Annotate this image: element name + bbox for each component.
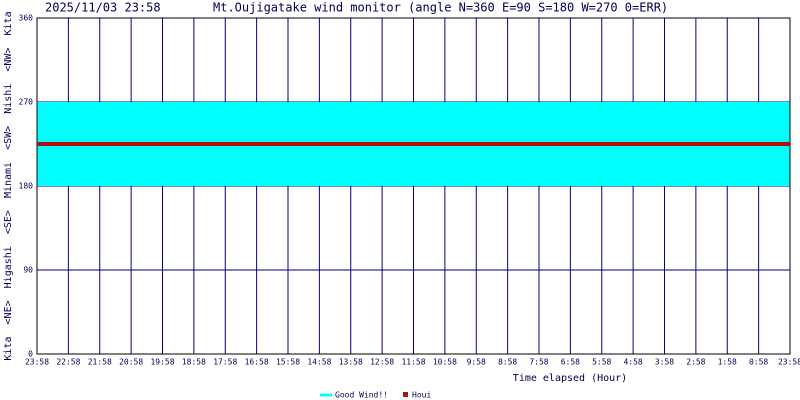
legend-swatch xyxy=(403,392,408,397)
x-tick-label: 5:58 xyxy=(592,358,611,367)
x-tick-label: 11:58 xyxy=(401,358,425,367)
x-tick-label: 2:58 xyxy=(686,358,705,367)
x-tick-label: 18:58 xyxy=(182,358,206,367)
x-tick-label: 16:58 xyxy=(245,358,269,367)
plot-border xyxy=(36,17,791,355)
x-tick-label: 6:58 xyxy=(561,358,580,367)
x-tick-label: 19:58 xyxy=(150,358,174,367)
x-tick-label: 8:58 xyxy=(498,358,517,367)
legend-label: Houi xyxy=(412,391,431,400)
legend-label: Good Wind!! xyxy=(335,391,388,400)
x-tick-label: 23:58 xyxy=(25,358,49,367)
chart-title: Mt.Oujigatake wind monitor (angle N=360 … xyxy=(213,1,668,15)
x-tick-label: 7:58 xyxy=(529,358,548,367)
x-tick-label: 10:58 xyxy=(433,358,457,367)
x-tick-label: 13:58 xyxy=(339,358,363,367)
x-tick-label: 14:58 xyxy=(307,358,331,367)
x-tick-label: 4:58 xyxy=(623,358,642,367)
y-tick-label: 90 xyxy=(23,266,33,275)
x-tick-label: 9:58 xyxy=(467,358,486,367)
x-tick-label: 17:58 xyxy=(213,358,237,367)
y-tick-label: 360 xyxy=(19,14,34,23)
x-tick-label: 23:58 xyxy=(778,358,800,367)
x-tick-label: 12:58 xyxy=(370,358,394,367)
x-tick-label: 21:58 xyxy=(88,358,112,367)
y-tick-label: 180 xyxy=(19,182,34,191)
y-tick-label: 270 xyxy=(19,98,34,107)
x-axis-label: Time elapsed (Hour) xyxy=(513,373,627,384)
x-tick-label: 1:58 xyxy=(718,358,737,367)
x-tick-label: 3:58 xyxy=(655,358,674,367)
timestamp: 2025/11/03 23:58 xyxy=(45,1,161,15)
x-tick-label: 0:58 xyxy=(749,358,768,367)
x-tick-label: 22:58 xyxy=(56,358,80,367)
y-tick-label: 0 xyxy=(28,350,33,359)
x-tick-label: 20:58 xyxy=(119,358,143,367)
y-axis-label: Kita <NE> Higashi <SE> Minami <SW> Nishi… xyxy=(3,11,14,360)
x-tick-label: 15:58 xyxy=(276,358,300,367)
